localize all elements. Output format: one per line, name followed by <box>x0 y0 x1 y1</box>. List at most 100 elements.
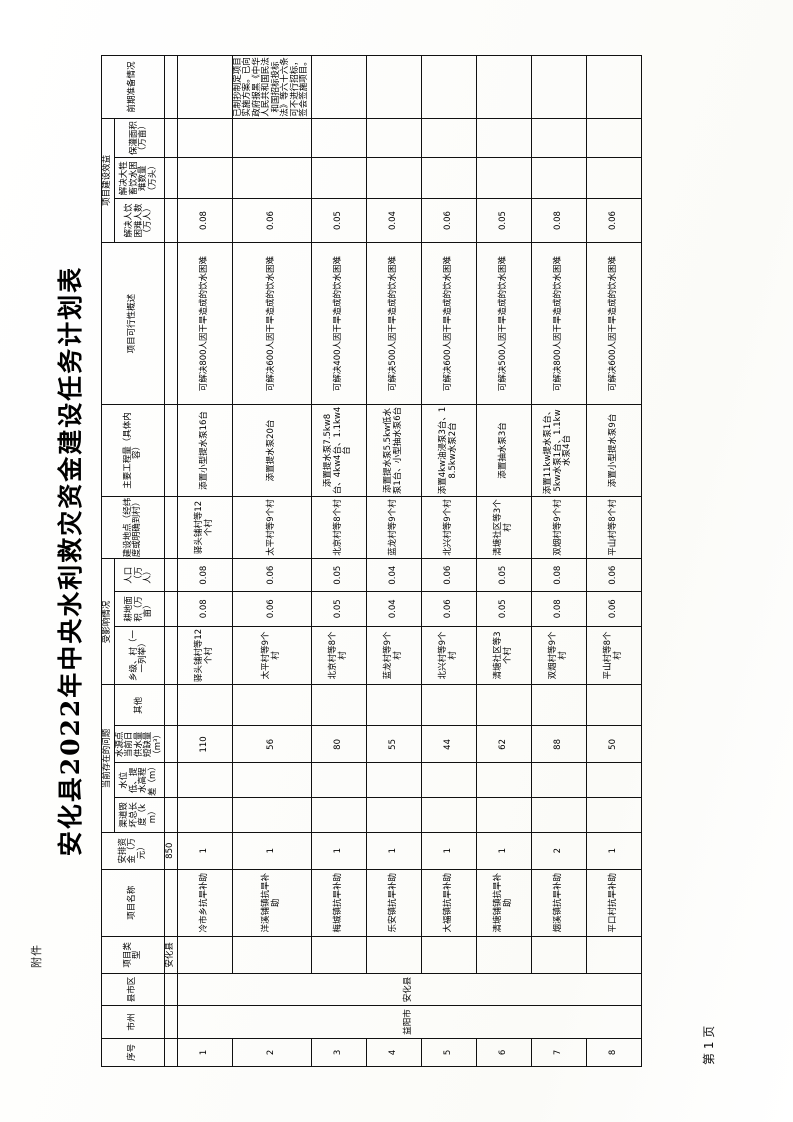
col-header-main-work: 主要工程量（具体内容） <box>101 404 165 497</box>
cell-project-name: 冷市乡抗旱补助 <box>176 869 232 937</box>
cell-villages: 驿头铺村等12个村 <box>176 626 232 685</box>
col-header-project-type: 项目类型 <box>101 936 165 974</box>
col-header-seq: 序号 <box>101 1038 165 1067</box>
cell-canal-damage <box>365 797 421 833</box>
cell-irrigated-area <box>231 118 311 158</box>
cell-project-type <box>530 936 586 974</box>
cell-farmland: 0.05 <box>475 591 531 627</box>
cell-population: 0.06 <box>585 558 641 592</box>
cell-livestock-solved <box>310 157 366 199</box>
cell-population: 0.08 <box>176 558 232 592</box>
cell-water-shortage: 62 <box>475 725 531 763</box>
cell-other <box>585 684 641 726</box>
cell-other <box>365 684 421 726</box>
cell-funding: 1 <box>310 832 366 870</box>
subtotal-shortage <box>164 725 177 763</box>
cell-water-head <box>585 762 641 798</box>
cell-population: 0.06 <box>231 558 311 592</box>
cell-site: 双烟村等9个村 <box>530 496 586 559</box>
cell-irrigated-area <box>365 118 421 158</box>
cell-feasibility: 可解决400人因干旱造成的饮水困难 <box>310 242 366 405</box>
col-header-preparation: 前期准备情况 <box>101 55 165 119</box>
cell-project-name: 乐安镇抗旱补助 <box>365 869 421 937</box>
table-row: 4 乐安镇抗旱补助 1 55 蓝龙村等9个村 0.04 0.04 蓝龙村等9个村 添置提水泵5.… <box>365 55 421 1067</box>
cell-other <box>530 684 586 726</box>
col-header-project-name: 项目名称 <box>101 869 165 937</box>
cell-preparation <box>420 55 476 119</box>
cell-preparation <box>310 55 366 119</box>
cell-villages: 北京村等8个村 <box>310 626 366 685</box>
cell-canal-damage <box>475 797 531 833</box>
cell-water-shortage: 55 <box>365 725 421 763</box>
col-header-water-head: 水位低、提水高程差（m） <box>113 762 165 798</box>
cell-villages: 北兴村等9个村 <box>420 626 476 685</box>
col-header-irrigated-area: 保灌面积（万亩） <box>113 118 165 158</box>
cell-preparation <box>585 55 641 119</box>
cell-main-work: 添置小型提水泵9台 <box>585 404 641 497</box>
col-header-villages: 乡级、村（一一列举） <box>113 626 165 685</box>
cell-other <box>420 684 476 726</box>
subtotal-preparation <box>164 55 177 119</box>
subtotal-canal <box>164 797 177 833</box>
cell-people-solved: 0.05 <box>310 198 366 243</box>
cell-water-shortage: 80 <box>310 725 366 763</box>
cell-funding: 1 <box>176 832 232 870</box>
cell-county: 安化县 <box>176 973 641 1006</box>
cell-people-solved: 0.04 <box>365 198 421 243</box>
cell-preparation <box>365 55 421 119</box>
cell-population: 0.05 <box>310 558 366 592</box>
cell-seq: 3 <box>310 1038 366 1067</box>
cell-other <box>176 684 232 726</box>
subtotal-site <box>164 496 177 559</box>
document-body: 安化县2022年中央水利救灾资金建设任务计划表 序号 市州 县市区 项目类型 项… <box>47 41 747 1081</box>
cell-livestock-solved <box>365 157 421 199</box>
cell-seq: 1 <box>176 1038 232 1067</box>
col-header-other: 其他 <box>113 684 165 726</box>
cell-feasibility: 可解决800人因干旱造成的饮水困难 <box>176 242 232 405</box>
cell-villages: 平山村等8个村 <box>585 626 641 685</box>
cell-population: 0.06 <box>420 558 476 592</box>
subtotal-irrigated <box>164 118 177 158</box>
cell-irrigated-area <box>585 118 641 158</box>
cell-farmland: 0.06 <box>420 591 476 627</box>
subtotal-city <box>164 1005 177 1039</box>
cell-water-shortage: 50 <box>585 725 641 763</box>
cell-people-solved: 0.06 <box>231 198 311 243</box>
cell-project-type <box>176 936 232 974</box>
cell-site: 北兴村等9个村 <box>420 496 476 559</box>
subtotal-work <box>164 404 177 497</box>
subtotal-head <box>164 762 177 798</box>
cell-main-work: 添置提水泵20台 <box>231 404 311 497</box>
cell-canal-damage <box>420 797 476 833</box>
cell-canal-damage <box>310 797 366 833</box>
table-row: 2 洋溪铺镇抗旱补助 1 56 太平村等9个村 0.06 0.06 太平村等9个村 添置提水泵2… <box>231 55 311 1067</box>
table-row: 7 烟溪镇抗旱补助 2 88 双烟村等9个村 0.08 0.08 双烟村等9个村 添置11kw提… <box>530 55 586 1067</box>
cell-people-solved: 0.06 <box>585 198 641 243</box>
cell-irrigated-area <box>420 118 476 158</box>
cell-site: 平山村等8个村 <box>585 496 641 559</box>
cell-city: 益阳市 <box>176 1005 641 1039</box>
cell-seq: 6 <box>475 1038 531 1067</box>
cell-project-type <box>475 936 531 974</box>
cell-villages: 双烟村等9个村 <box>530 626 586 685</box>
subtotal-row: 安化县 850 <box>164 55 177 1067</box>
col-header-water-shortage: 水源点当前日供水量短缺量（m³） <box>113 725 165 763</box>
cell-irrigated-area <box>530 118 586 158</box>
subtotal-funding: 850 <box>164 832 177 870</box>
cell-livestock-solved <box>585 157 641 199</box>
cell-farmland: 0.08 <box>530 591 586 627</box>
cell-people-solved: 0.06 <box>420 198 476 243</box>
cell-canal-damage <box>231 797 311 833</box>
cell-livestock-solved <box>176 157 232 199</box>
subtotal-feasibility <box>164 242 177 405</box>
cell-preparation <box>176 55 232 119</box>
cell-water-head <box>475 762 531 798</box>
cell-people-solved: 0.08 <box>530 198 586 243</box>
cell-main-work: 添置4kw油浸泵3台、18.5kw水泵2台 <box>420 404 476 497</box>
cell-other <box>475 684 531 726</box>
cell-feasibility: 可解决600人因干旱造成的饮水困难 <box>420 242 476 405</box>
cell-site: 清塘社区等3个村 <box>475 496 531 559</box>
cell-population: 0.05 <box>475 558 531 592</box>
